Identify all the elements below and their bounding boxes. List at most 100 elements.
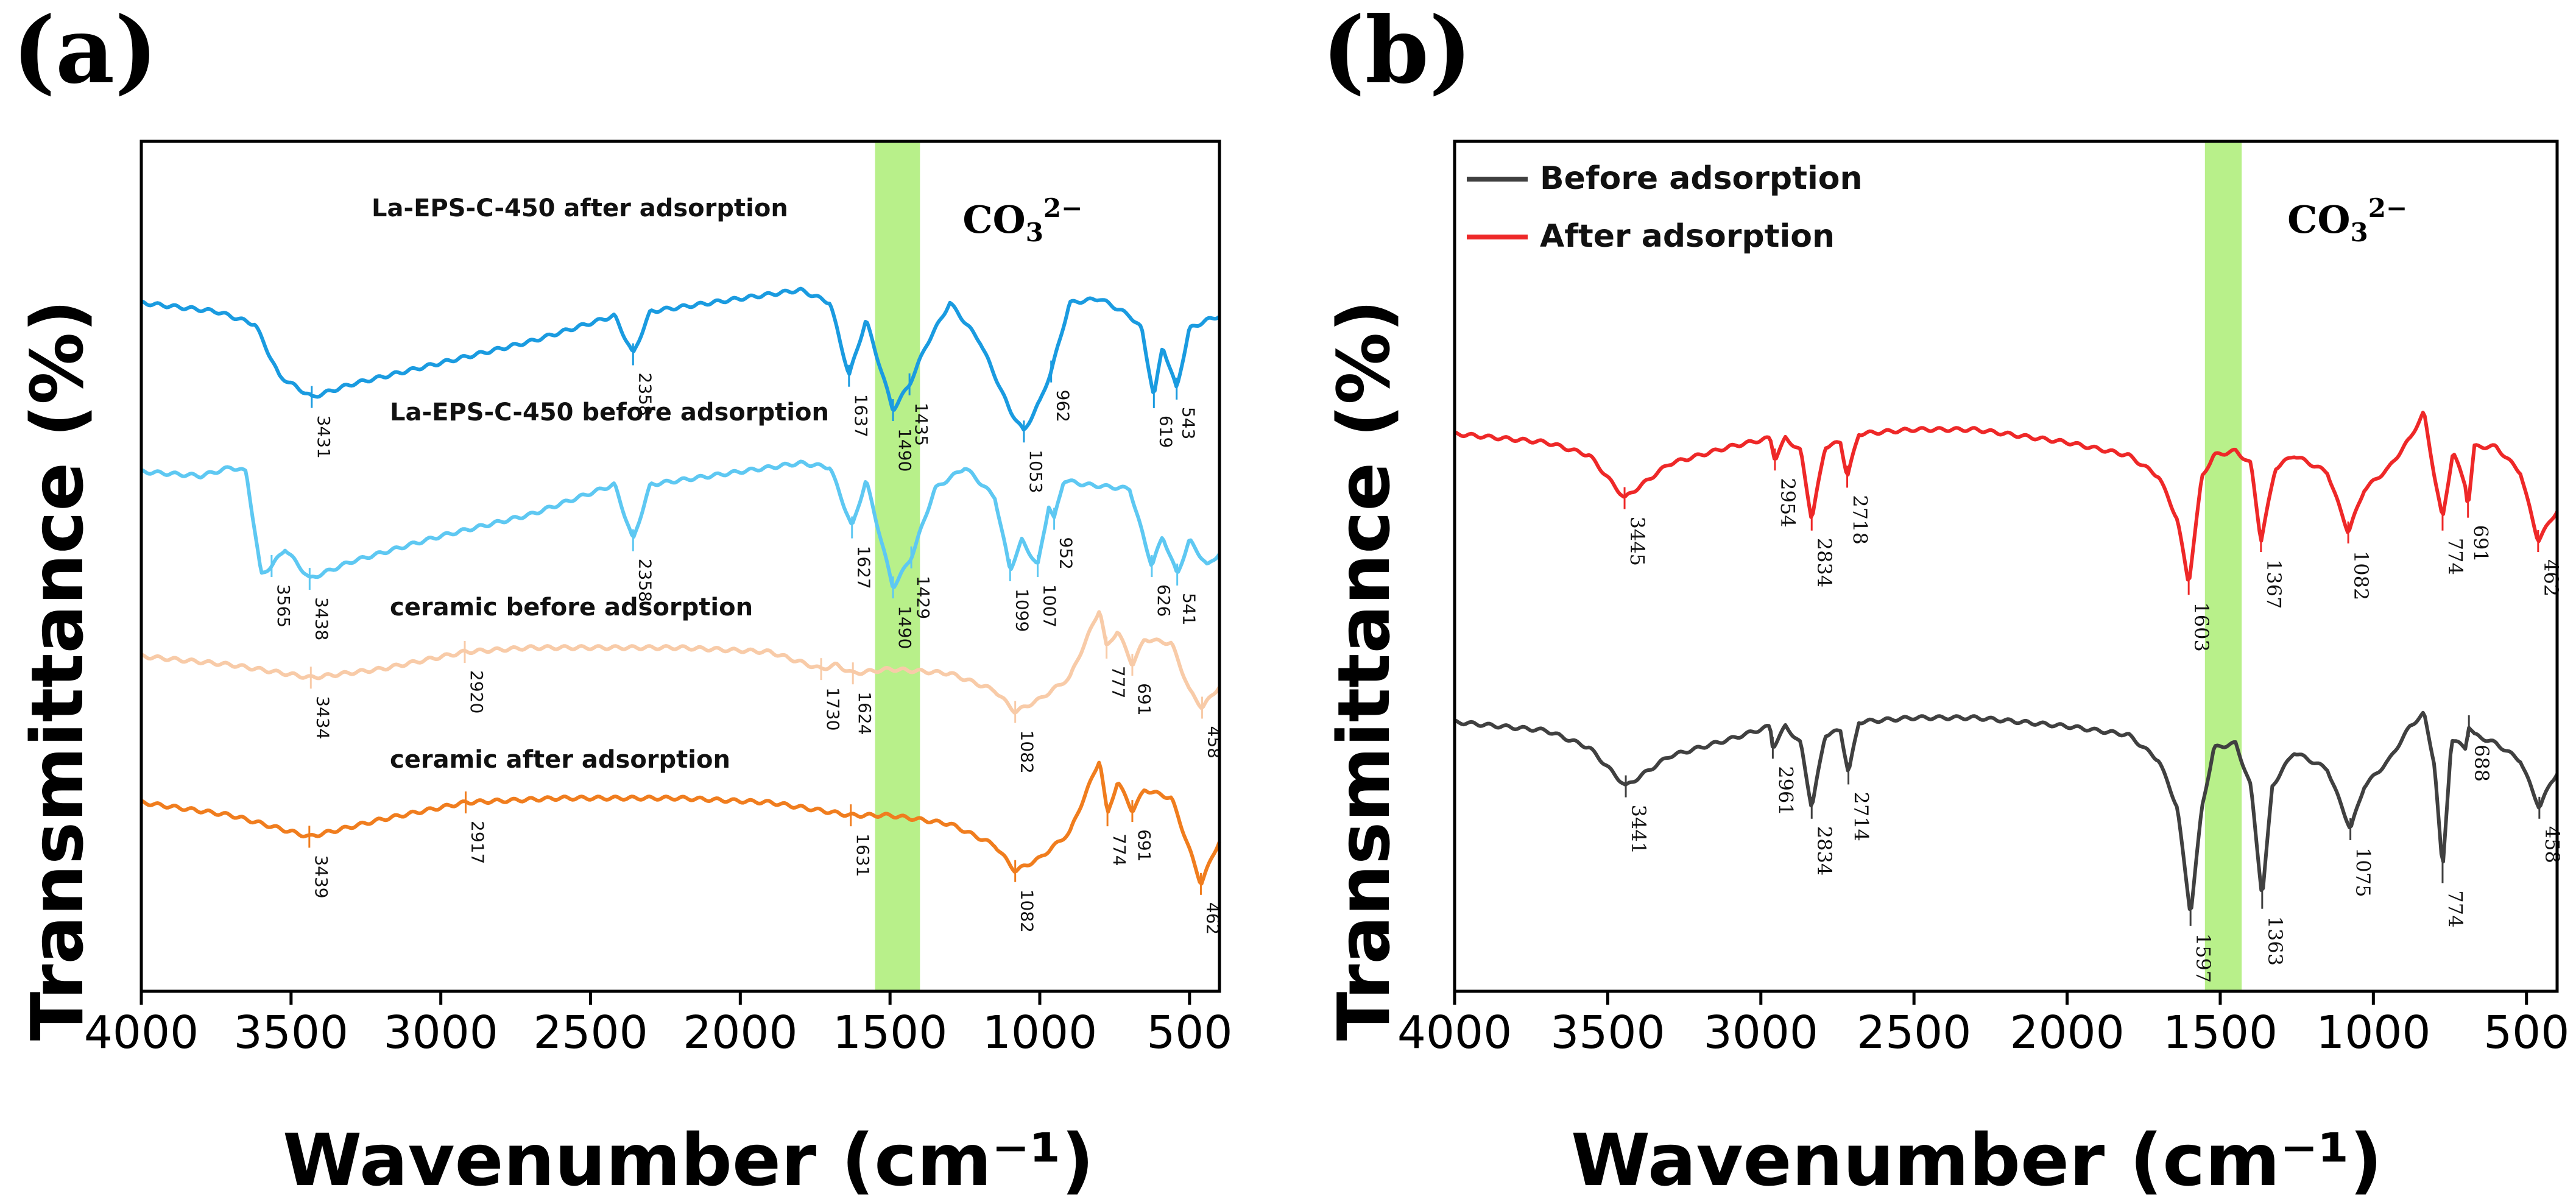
spectrum-line [140,610,1221,715]
peak-label: 2358 [635,373,655,416]
peak-label: 543 [1179,407,1199,439]
x-tick-label: 1000 [983,1007,1097,1059]
x-tick-label: 3500 [234,1007,348,1059]
peak-label: 2954 [1776,478,1799,527]
peak-label: 2961 [1774,766,1797,815]
spectrum-line [140,286,1221,432]
peak-label: 1075 [2352,847,2375,897]
panel-a-x-ticks: 4000 3500 3000 2500 2000 1500 1000 500 [84,991,1232,1059]
peak-label: 2834 [1813,826,1836,876]
spectrum-line [1454,411,2559,582]
panel-b-co3-label: CO32− [2287,193,2407,247]
peak-label: 1597 [2192,933,2215,983]
curve-label: ceramic before adsorption [390,593,753,621]
peak-label: 2834 [1813,538,1836,587]
panel-b-ylabel: Transmittance (%) [1322,300,1406,1041]
x-tick-label: 2500 [1857,1007,1971,1059]
peak-label: 691 [2469,525,2493,562]
peak-label: 774 [2444,890,2467,927]
x-tick-label: 4000 [84,1007,199,1059]
peak-label: 626 [1154,584,1174,617]
peak-label: 458 [1204,726,1224,759]
panel-a-ylabel: Transmittance (%) [15,300,99,1041]
peak-label: 1730 [823,687,843,731]
curve-label: La-EPS-C-450 before adsorption [390,398,829,426]
peak-label: 3438 [311,597,331,640]
peak-label: 3439 [311,855,331,898]
peak-label: 1435 [911,403,931,446]
x-tick-label: 3500 [1550,1007,1665,1059]
panel-b-legend: Before adsorption After adsorption [1467,160,1863,255]
peak-label: 1082 [2349,551,2373,600]
x-tick-label: 4000 [1397,1007,1512,1059]
peak-label: 691 [1134,683,1154,715]
x-tick-label: 2500 [533,1007,648,1059]
peak-label: 691 [1134,829,1154,862]
legend-entry: After adsorption [1540,218,1835,255]
panel-a-curve-labels: La-EPS-C-450 after adsorption La-EPS-C-45… [372,194,829,774]
peak-label: 1082 [1017,731,1037,774]
peak-label: 1637 [851,394,871,437]
spectrum-line [141,459,1221,589]
x-tick-label: 1500 [833,1007,947,1059]
panel-a-co3-band [875,141,920,991]
co3-highlight-band [875,141,920,991]
peak-label: 3434 [312,696,333,739]
peak-label: 774 [2444,538,2467,575]
panel-a-xlabel: Wavenumber (cm⁻¹) [283,1118,1094,1196]
x-tick-label: 2000 [683,1007,797,1059]
peak-label: 619 [1156,416,1176,448]
panel-b-co3-band [2204,141,2242,991]
peak-label: 2358 [635,559,655,602]
spectrum-line [1454,710,2559,911]
x-tick-label: 500 [2483,1007,2569,1059]
x-tick-label: 3000 [1704,1007,1818,1059]
panel-b-axes [1453,140,2559,993]
peak-label: 1429 [913,576,933,619]
co3-highlight-band [2204,141,2242,991]
x-tick-label: 3000 [384,1007,498,1059]
x-tick-label: 1500 [2163,1007,2278,1059]
panel-a-curves [140,286,1221,886]
panel-a-axes [139,140,1221,993]
x-tick-label: 1000 [2316,1007,2430,1059]
peak-label: 2714 [1850,791,1873,841]
peak-label: 3431 [314,416,334,459]
legend-entry: Before adsorption [1540,160,1863,197]
panel-b-label: (b) [1322,0,1472,104]
peak-label: 2917 [467,821,487,864]
curve-label: La-EPS-C-450 after adsorption [372,194,788,222]
x-tick-label: 500 [1146,1007,1232,1059]
peak-label: 1627 [854,546,874,589]
peak-label: 1367 [2262,559,2285,609]
peak-label: 462 [2539,559,2563,596]
spectrum-line [140,760,1221,886]
panel-b: (b) Transmittance (%) Wavenumber (cm⁻¹) … [1322,0,2569,1196]
panel-a-label: (a) [12,0,158,104]
peak-label: 962 [1053,390,1073,422]
x-tick-label: 2000 [2010,1007,2124,1059]
curve-label: ceramic after adsorption [390,746,730,774]
peak-label: 3445 [1626,517,1649,566]
peak-label: 541 [1179,593,1199,625]
panel-a-co3-label: CO32− [962,193,1082,247]
panel-b-x-ticks: 4000 3500 3000 2500 2000 1500 1000 500 [1397,991,2569,1059]
peak-label: 1363 [2264,916,2287,966]
peak-label: 1490 [895,606,915,649]
peak-label: 774 [1109,833,1129,866]
panel-b-curves [1454,411,2559,911]
peak-label: 1053 [1026,450,1046,493]
peak-label: 458 [2541,826,2564,863]
peak-label: 2718 [1849,495,1872,544]
peak-label: 1099 [1012,589,1032,632]
peak-label: 2920 [467,670,487,713]
peak-label: 1624 [855,692,875,735]
peak-label: 688 [2470,745,2493,782]
peak-label: 1007 [1040,584,1060,628]
peak-label: 1603 [2190,602,2213,651]
peak-label: 952 [1056,537,1076,570]
panel-a: (a) Transmittance (%) Wavenumber (cm⁻¹) … [12,0,1232,1196]
